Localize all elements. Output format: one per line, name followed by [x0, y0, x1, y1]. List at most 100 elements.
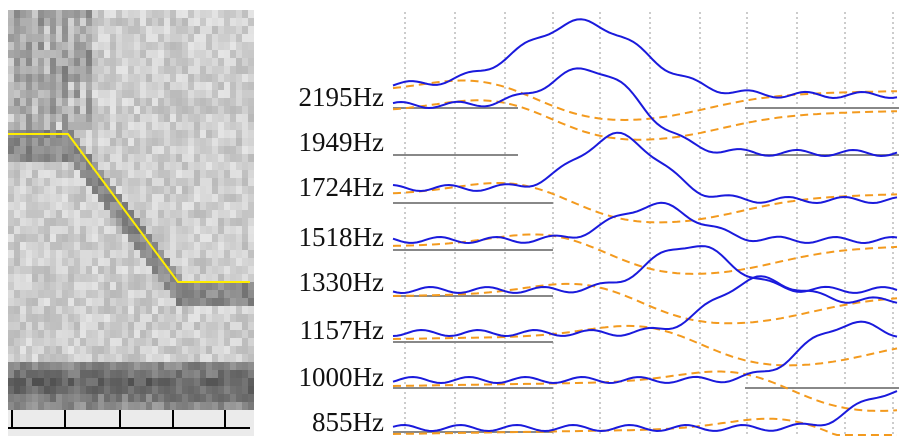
- spectrogram-cell: [218, 354, 224, 362]
- spectrogram-cell: [188, 178, 194, 186]
- spectrogram-cell: [86, 314, 92, 322]
- spectrogram-cell: [14, 362, 20, 370]
- spectrogram-cell: [116, 10, 122, 18]
- spectrogram-cell: [170, 154, 176, 162]
- spectrogram-cell: [50, 10, 56, 18]
- spectrogram-cell: [20, 98, 26, 106]
- spectrogram-cell: [26, 98, 32, 106]
- spectrogram-cell: [170, 50, 176, 58]
- spectrogram-cell: [14, 402, 20, 410]
- spectrogram-cell: [194, 114, 200, 122]
- spectrogram-cell: [134, 362, 140, 370]
- spectrogram-cell: [128, 378, 134, 386]
- spectrogram-cell: [182, 202, 188, 210]
- spectrogram-cell: [26, 178, 32, 186]
- spectrogram-cell: [212, 42, 218, 50]
- spectrogram-cell: [176, 210, 182, 218]
- spectrogram-cell: [98, 242, 104, 250]
- spectrogram-cell: [26, 106, 32, 114]
- spectrogram-cell: [14, 50, 20, 58]
- spectrogram-cell: [212, 74, 218, 82]
- spectrogram-cell: [80, 218, 86, 226]
- spectrogram-cell: [212, 154, 218, 162]
- frequency-label: 1330Hz: [299, 267, 384, 297]
- spectrogram-cell: [98, 370, 104, 378]
- spectrogram-cell: [164, 282, 170, 290]
- spectrogram-cell: [122, 354, 128, 362]
- spectrogram-cell: [152, 122, 158, 130]
- spectrogram-cell: [32, 314, 38, 322]
- spectrogram-cell: [164, 410, 170, 418]
- spectrogram-cell: [14, 170, 20, 178]
- spectrogram-cell: [152, 82, 158, 90]
- spectrogram-cell: [242, 378, 248, 386]
- spectrogram-cell: [74, 194, 80, 202]
- spectrogram-cell: [62, 178, 68, 186]
- spectrogram-cell: [44, 18, 50, 26]
- spectrogram-cell: [74, 282, 80, 290]
- spectrogram-cell: [188, 10, 194, 18]
- spectrogram-cell: [92, 378, 98, 386]
- spectrogram-cell: [38, 218, 44, 226]
- spectrogram-cell: [74, 410, 80, 418]
- spectrogram-cell: [8, 298, 14, 306]
- spectrogram-cell: [146, 186, 152, 194]
- spectrogram-cell: [158, 130, 164, 138]
- spectrogram-cell: [158, 114, 164, 122]
- spectrogram-cell: [98, 354, 104, 362]
- spectrogram-cell: [80, 178, 86, 186]
- spectrogram-cell: [8, 58, 14, 66]
- spectrogram-cell: [20, 42, 26, 50]
- spectrogram-cell: [188, 82, 194, 90]
- spectrogram-cell: [38, 322, 44, 330]
- spectrogram-cell: [158, 50, 164, 58]
- spectrogram-cell: [170, 42, 176, 50]
- spectrogram-cell: [74, 18, 80, 26]
- spectrogram-cell: [38, 26, 44, 34]
- spectrogram-cell: [182, 10, 188, 18]
- spectrogram-cell: [146, 386, 152, 394]
- spectrogram-cell: [176, 290, 182, 298]
- spectrogram-cell: [206, 234, 212, 242]
- spectrogram-cell: [164, 34, 170, 42]
- spectrogram-cell: [128, 154, 134, 162]
- spectrogram-cell: [134, 306, 140, 314]
- spectrogram-cell: [182, 274, 188, 282]
- spectrogram-cell: [86, 242, 92, 250]
- spectrogram-cell: [242, 50, 248, 58]
- spectrogram-cell: [74, 130, 80, 138]
- spectrogram-cell: [104, 338, 110, 346]
- spectrogram-cell: [194, 234, 200, 242]
- spectrogram-cell: [44, 42, 50, 50]
- spectrogram-cell: [122, 154, 128, 162]
- spectrogram-cell: [104, 202, 110, 210]
- spectrogram-cell: [176, 146, 182, 154]
- spectrogram-cell: [230, 186, 236, 194]
- spectrogram-cell: [110, 346, 116, 354]
- spectrogram-cell: [44, 178, 50, 186]
- spectrogram-cell: [158, 290, 164, 298]
- spectrogram-cell: [104, 274, 110, 282]
- spectrogram-cell: [56, 162, 62, 170]
- spectrogram-cell: [44, 242, 50, 250]
- spectrogram-cell: [92, 26, 98, 34]
- spectrogram-cell: [140, 250, 146, 258]
- spectrogram-cell: [140, 210, 146, 218]
- spectrogram-cell: [230, 34, 236, 42]
- spectrogram-cell: [158, 314, 164, 322]
- spectrogram-cell: [248, 298, 254, 306]
- spectrogram-cell: [218, 26, 224, 34]
- spectrogram-cell: [128, 106, 134, 114]
- spectrogram-cell: [224, 34, 230, 42]
- spectrogram-cell: [170, 234, 176, 242]
- spectrogram-cell: [14, 186, 20, 194]
- spectrogram-cell: [140, 346, 146, 354]
- spectrogram-cell: [164, 402, 170, 410]
- spectrogram-cell: [86, 266, 92, 274]
- spectrogram-cell: [236, 186, 242, 194]
- spectrogram-cell: [98, 418, 104, 426]
- spectrogram-cell: [164, 418, 170, 426]
- spectrogram-cell: [158, 362, 164, 370]
- spectrogram-cell: [32, 402, 38, 410]
- spectrogram-cell: [62, 26, 68, 34]
